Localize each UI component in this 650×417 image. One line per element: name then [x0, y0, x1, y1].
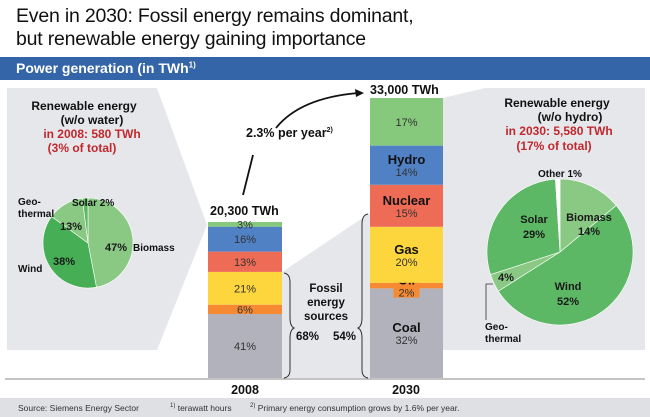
x-tick-2030: 2030 — [392, 383, 420, 397]
right-pie-geo-leader — [485, 283, 493, 320]
right-pie-label-wind-pct: 52% — [557, 296, 579, 308]
left-pie-slice-biomass — [87, 197, 134, 288]
bar-value-2030-gas: 20% — [395, 257, 417, 269]
band-label-text: Power generation (in TWh — [16, 60, 189, 76]
footer-note-2: 2) Primary energy consumption grows by 1… — [250, 403, 459, 413]
bar-2030-renewables — [370, 98, 443, 146]
right-pie-label-biomass-name: Biomass — [566, 212, 612, 224]
bar-value-2030-coal: 32% — [395, 335, 417, 347]
left-pie-slice-wind — [42, 216, 97, 289]
left-pie-label-geothermal-pct: 13% — [60, 221, 82, 233]
bar-2030-coal — [370, 288, 443, 378]
bar-value-2008-hydro: 16% — [234, 234, 256, 246]
bar-2008-nuclear — [208, 251, 282, 272]
left-pie-label-wind-pct: 38% — [53, 256, 75, 268]
bar-name-2030-nuclear: Nuclear — [383, 193, 431, 208]
right-pie-label-geo-1: Geo- — [485, 322, 508, 333]
left-pie-label-wind: Wind — [18, 264, 42, 275]
brace-2030 — [356, 213, 369, 379]
footer-note-1-sup: 1) — [170, 403, 176, 410]
left-pie-slice-solar — [82, 197, 89, 244]
right-pie-title-1: Renewable energy — [504, 96, 610, 110]
bar-2008-hydro — [208, 226, 282, 252]
bar-value-2008-coal: 41% — [234, 341, 256, 353]
fossil-pct-2030: 54% — [333, 331, 356, 343]
footer-note-2-text: Primary energy consumption grows by 1.6%… — [255, 403, 460, 413]
bars-group: 41%6%21%13%16%3%Coal32%Oil2%Gas20%Nuclea… — [208, 98, 443, 378]
bar-name-2030-gas: Gas — [394, 242, 419, 257]
x-tick-2008: 2008 — [231, 383, 259, 397]
footer: Source: Siemens Energy Sector 1) terawat… — [0, 398, 650, 417]
title-line-2: but renewable energy gaining importance — [16, 28, 366, 50]
bar-2030-gas — [370, 226, 443, 283]
right-pie-slice-solar — [486, 178, 561, 275]
arrow-head-icon — [355, 89, 364, 97]
right-pie-subtitle-1: in 2030: 5,580 TWh — [505, 124, 612, 138]
left-pie-subtitle-2: (3% of total) — [48, 141, 117, 155]
left-pie-label-biomass: Biomass — [133, 243, 175, 254]
right-pie-subtitle-2: (17% of total) — [516, 139, 591, 153]
right-pie-label-geothermal-pct: 4% — [498, 272, 514, 284]
bar-2008-gas — [208, 271, 282, 305]
left-pie-subtitle-1: in 2008: 580 TWh — [43, 127, 140, 141]
growth-label-text: 2.3% per year — [246, 126, 327, 140]
left-pie-title-2: (w/o water) — [61, 113, 124, 127]
bar-value-2008-renewables: 3% — [237, 219, 253, 231]
bar-value-2008-oil: 6% — [237, 304, 253, 316]
page-title: Even in 2030: Fossil energy remains domi… — [16, 5, 414, 51]
band-label-sup: 1) — [188, 60, 196, 70]
bar-value-2008-gas: 21% — [234, 283, 256, 295]
footer-note-2-sup: 2) — [250, 403, 256, 410]
bar-name-2030-hydro: Hydro — [388, 152, 426, 167]
footer-source: Source: Siemens Energy Sector — [18, 403, 139, 413]
right-pie-slice-biomass — [559, 178, 617, 253]
right-pie-label-other: Other 1% — [538, 169, 582, 180]
right-pie-label-geo-2: thermal — [485, 334, 521, 345]
bar-value-2030-nuclear: 15% — [395, 208, 417, 220]
growth-label-sup: 2) — [327, 127, 333, 134]
right-pie-slice-other — [555, 178, 561, 253]
bar-value-2008-nuclear: 13% — [234, 257, 256, 269]
section-band: Power generation (in TWh1) — [0, 57, 650, 80]
right-pie-label-wind-name: Wind — [555, 281, 582, 293]
growth-arrow-upper — [275, 92, 359, 129]
section-band-label: Power generation (in TWh1) — [16, 60, 196, 76]
pie-2008: 47% 38% 13% — [42, 197, 134, 289]
growth-arrow-lower — [242, 154, 254, 196]
right-pie-label-solar-pct: 29% — [523, 229, 545, 241]
bar-2008-oil — [208, 304, 282, 315]
bar-value-2030-hydro: 14% — [395, 167, 417, 179]
total-2008: 20,300 TWh — [210, 204, 279, 218]
title-line-1: Even in 2030: Fossil energy remains domi… — [16, 5, 414, 27]
fossil-connector — [282, 213, 370, 378]
brace-2008 — [283, 272, 296, 379]
right-pie-title-2: (w/o hydro) — [538, 110, 603, 124]
right-pie-label-solar-name: Solar — [520, 214, 548, 226]
right-pie-label-biomass-pct: 14% — [578, 226, 600, 238]
bar-2030-nuclear — [370, 184, 443, 227]
fossil-label-1: Fossil — [309, 283, 342, 295]
bar-value-2030-renewables: 17% — [395, 117, 417, 129]
left-pie-label-solar: Solar 2% — [72, 198, 114, 209]
bar-value-2030-oil: 2% — [399, 288, 415, 300]
total-2030: 33,000 TWh — [370, 83, 439, 97]
fossil-pct-2008: 68% — [296, 331, 319, 343]
growth-label: 2.3% per year2) — [246, 126, 333, 140]
fossil-label-3: sources — [304, 311, 348, 323]
right-pie-slice-wind — [497, 205, 634, 326]
bar-2008-coal — [208, 314, 282, 378]
bar-2030-hydro — [370, 145, 443, 185]
left-pie-title-1: Renewable energy — [31, 99, 137, 113]
footer-note-1-text: terawatt hours — [175, 403, 232, 413]
footer-note-1: 1) terawatt hours — [170, 403, 232, 413]
pie-2030: Biomass 14% Solar 29% Wind 52% 4% — [486, 178, 634, 326]
fossil-label-2: energy — [307, 297, 345, 309]
bar-name-2030-coal: Coal — [392, 320, 420, 335]
left-pie-label-geo-2: thermal — [18, 209, 54, 220]
bar-2008-renewables — [208, 222, 282, 227]
left-pie-label-geo-1: Geo- — [18, 197, 41, 208]
left-pie-label-biomass-pct: 47% — [105, 242, 127, 254]
